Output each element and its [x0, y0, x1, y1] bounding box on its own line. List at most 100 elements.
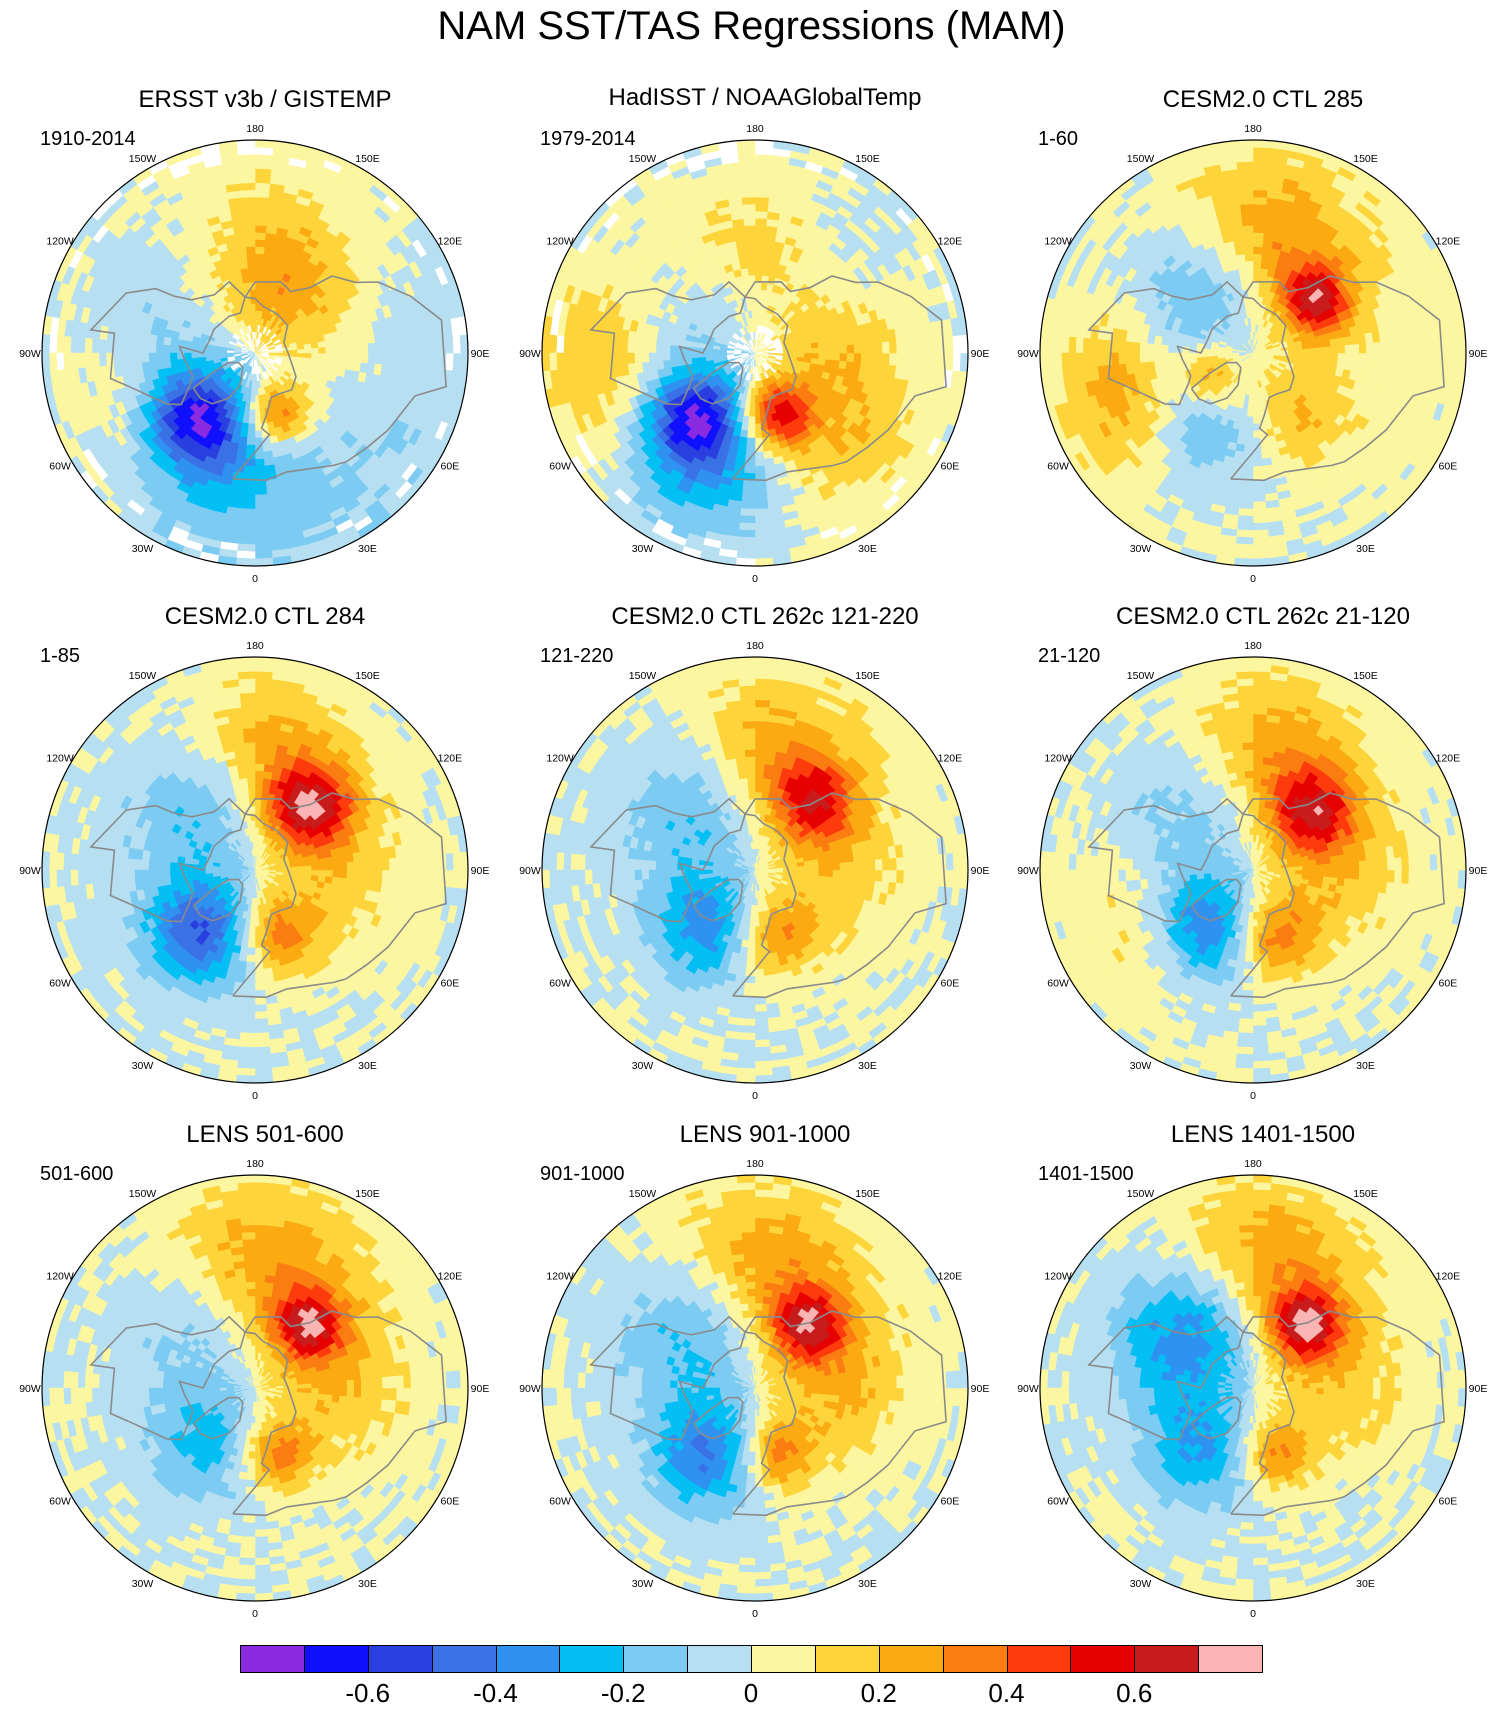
field-cell	[254, 140, 274, 149]
field-cell	[244, 465, 256, 475]
field-cell	[1252, 302, 1258, 311]
coastline	[89, 280, 246, 406]
field-cell	[254, 458, 266, 467]
field-cell	[737, 160, 756, 170]
field-cell	[241, 422, 250, 432]
field-cell	[254, 288, 261, 297]
field-cell	[754, 253, 764, 262]
panel-title: ERSST v3b / GISTEMP	[138, 86, 392, 113]
field-cell	[746, 437, 756, 446]
field-cell	[141, 342, 150, 354]
field-cell	[626, 352, 636, 365]
field-cell	[743, 408, 751, 417]
field-cell	[459, 352, 468, 372]
field-cell	[619, 352, 628, 366]
field-cell	[249, 409, 256, 418]
field-cell	[148, 352, 157, 363]
field-cell	[742, 480, 756, 489]
field-cell	[754, 302, 760, 311]
field-cell	[242, 217, 256, 226]
field-cell	[431, 336, 440, 354]
field-cell	[250, 388, 256, 396]
field-cell	[246, 444, 256, 453]
field-cell	[839, 352, 848, 362]
field-cell	[853, 352, 862, 363]
field-cell	[91, 352, 100, 368]
field-cell	[754, 458, 766, 467]
field-cell	[242, 487, 256, 496]
field-cell	[254, 302, 260, 311]
field-cell	[254, 239, 266, 248]
field-cell	[62, 352, 72, 371]
field-cell	[324, 358, 334, 367]
field-cell	[239, 522, 256, 531]
field-cell	[91, 338, 100, 354]
field-cell	[741, 203, 756, 212]
field-cell	[945, 352, 955, 371]
field-cell	[867, 352, 877, 364]
field-cell	[317, 358, 327, 366]
field-cell	[924, 337, 933, 354]
field-cell	[548, 352, 558, 372]
field-cell	[190, 352, 199, 359]
field-cell	[84, 352, 93, 369]
field-cell	[747, 274, 756, 283]
field-cell	[254, 182, 271, 191]
field-cell	[417, 337, 426, 354]
field-cell	[254, 146, 274, 156]
coastlines	[89, 275, 447, 482]
field-cell	[254, 430, 263, 439]
field-cell	[254, 423, 263, 432]
field-cell	[824, 358, 834, 367]
field-cell	[903, 352, 912, 367]
field-cell	[249, 402, 256, 411]
field-cell	[676, 339, 686, 348]
field-cell	[126, 341, 136, 354]
field-cell	[741, 501, 756, 510]
field-cell	[810, 357, 819, 365]
field-cell	[626, 341, 636, 354]
field-cell	[254, 168, 272, 177]
field-cell	[754, 146, 774, 156]
field-cell	[1252, 317, 1257, 326]
field-cell	[250, 395, 256, 404]
coastline	[692, 361, 744, 405]
field-cell	[452, 352, 462, 372]
longitude-label: 90E	[971, 348, 990, 360]
longitude-label: 30E	[858, 543, 877, 555]
longitude-label: 90W	[519, 348, 541, 360]
longitude-label: 150W	[629, 153, 657, 165]
field-cell	[246, 260, 256, 269]
field-cell	[311, 347, 320, 354]
field-cell	[555, 335, 565, 354]
field-cell	[641, 342, 650, 354]
field-cell	[254, 281, 262, 290]
field-cell	[1252, 324, 1256, 333]
field-cell	[353, 343, 362, 354]
field-cell	[959, 352, 968, 372]
field-cell	[396, 339, 405, 354]
field-cell	[254, 267, 263, 276]
field-cell	[155, 352, 164, 362]
field-cell	[1210, 348, 1218, 354]
field-cell	[367, 352, 377, 364]
field-cell	[924, 352, 933, 369]
field-cell	[896, 339, 905, 354]
field-cell	[741, 422, 750, 432]
field-cell	[917, 352, 926, 369]
field-cell	[254, 153, 273, 163]
field-cell	[662, 344, 671, 354]
field-cell	[254, 246, 265, 255]
field-cell	[803, 357, 812, 364]
field-cell	[736, 557, 756, 566]
field-cell	[754, 451, 765, 460]
field-cell	[1302, 352, 1311, 359]
field-cell	[244, 239, 256, 248]
field-cell	[239, 182, 256, 191]
field-cell	[754, 189, 770, 198]
field-cell	[737, 536, 756, 546]
field-cell	[254, 508, 270, 517]
field-cell	[662, 352, 671, 362]
coastline	[589, 280, 746, 406]
